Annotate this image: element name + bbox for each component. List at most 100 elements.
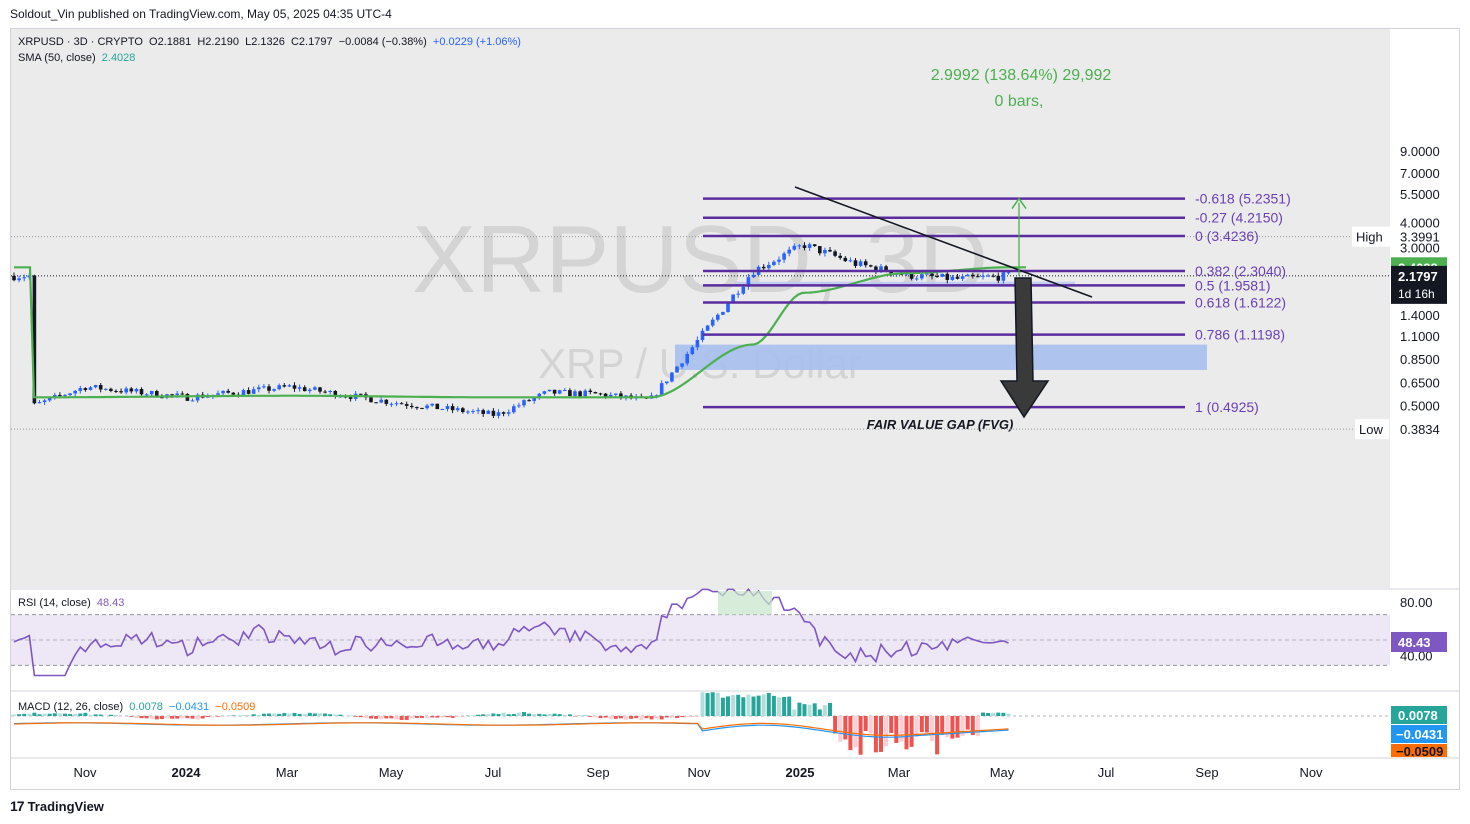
macd-bar bbox=[629, 716, 634, 719]
candle-body bbox=[935, 276, 939, 278]
candle-body bbox=[496, 412, 501, 416]
candle-body bbox=[542, 391, 547, 394]
macd-bar bbox=[297, 713, 302, 716]
candle-body bbox=[93, 385, 98, 388]
macd-bar bbox=[705, 693, 710, 716]
candle-body bbox=[971, 274, 975, 277]
macd-bar bbox=[42, 713, 47, 716]
macd-bar bbox=[930, 716, 934, 742]
candle-body bbox=[741, 286, 746, 294]
macd-bar bbox=[720, 697, 725, 716]
candle-body bbox=[746, 277, 751, 287]
macd-bar bbox=[471, 715, 475, 716]
legend-symbol[interactable]: XRPUSD · 3D · CRYPTO bbox=[18, 36, 143, 48]
time-tick-label: Jul bbox=[485, 765, 502, 780]
candle-body bbox=[170, 394, 174, 396]
high-tag-bg bbox=[1352, 226, 1390, 247]
candle-body bbox=[991, 275, 995, 277]
legend-change: −0.0084 (−0.38%) bbox=[338, 36, 427, 48]
macd-bar bbox=[440, 716, 445, 718]
fvg-label: FAIR VALUE GAP (FVG) bbox=[867, 417, 1014, 432]
macd-bar bbox=[129, 716, 134, 717]
macd-signal-tag-bg bbox=[1391, 744, 1447, 757]
macd-bar bbox=[639, 716, 644, 720]
candle-body bbox=[251, 389, 256, 394]
candle-body bbox=[17, 278, 21, 281]
time-tick-label: Sep bbox=[586, 765, 609, 780]
macd-bar bbox=[909, 716, 914, 747]
candle-body bbox=[379, 399, 383, 403]
macd-bar bbox=[180, 716, 185, 719]
candle-body bbox=[389, 403, 394, 405]
macd-bar bbox=[63, 713, 67, 716]
macd-hist-value: 0.0078 bbox=[129, 701, 163, 713]
countdown-label: 1d 16h bbox=[1398, 287, 1435, 301]
macd-bar bbox=[98, 714, 103, 716]
macd-bar bbox=[965, 716, 970, 730]
macd-bar bbox=[57, 713, 62, 716]
price-tick-label: 7.0000 bbox=[1400, 166, 1440, 181]
macd-bar bbox=[414, 716, 419, 718]
macd-bar bbox=[277, 713, 282, 716]
candle-body bbox=[925, 273, 929, 275]
candle-body bbox=[267, 386, 271, 391]
candle-body bbox=[348, 396, 353, 399]
macd-legend[interactable]: MACD (12, 26, close) 0.0078 −0.0431 −0.0… bbox=[18, 701, 255, 713]
candle-body bbox=[384, 399, 389, 404]
macd-bar bbox=[226, 716, 231, 717]
candle-body bbox=[1006, 272, 1011, 274]
candle-body bbox=[537, 393, 542, 398]
time-axis: Nov 2024 Mar May Jul Sep Nov 2025 Mar May Jul Sep No… bbox=[73, 765, 1323, 780]
fib-level-label: 1 (0.4925) bbox=[1195, 399, 1259, 415]
macd-bar bbox=[506, 714, 511, 716]
macd-bar bbox=[1001, 712, 1006, 716]
candle-body bbox=[659, 383, 664, 396]
macd-bar bbox=[950, 716, 955, 739]
sma-legend[interactable]: SMA (50, close) 2.4028 bbox=[18, 52, 135, 64]
candle-body bbox=[313, 387, 317, 390]
candle-body bbox=[399, 403, 404, 405]
candle-body bbox=[246, 390, 251, 394]
sma-line bbox=[14, 266, 1026, 399]
macd-bar bbox=[873, 716, 878, 753]
macd-bar bbox=[970, 716, 975, 736]
candle-body bbox=[124, 388, 128, 393]
rsi-value: 48.43 bbox=[96, 597, 125, 609]
candle-body bbox=[180, 393, 185, 395]
macd-bar bbox=[12, 714, 16, 716]
macd-bar bbox=[511, 714, 516, 716]
candle-body bbox=[221, 390, 225, 394]
price-tag-bg bbox=[1391, 265, 1447, 304]
candle-body bbox=[767, 264, 771, 269]
candle-body bbox=[843, 257, 848, 262]
macd-bar bbox=[822, 705, 827, 716]
candle-body bbox=[807, 244, 812, 248]
candle-body bbox=[318, 387, 322, 392]
macd-bar bbox=[404, 716, 409, 720]
candle-body bbox=[333, 390, 338, 397]
candle-body bbox=[328, 390, 332, 392]
measure-bars-label: 0 bars, bbox=[995, 93, 1044, 110]
macd-bar bbox=[879, 716, 883, 752]
fvg-zone bbox=[675, 344, 1207, 370]
legend-open: O2.1881 bbox=[149, 36, 192, 48]
macd-bar bbox=[374, 716, 379, 719]
candle-body bbox=[486, 410, 491, 414]
macd-bar bbox=[843, 716, 848, 740]
macd-bar bbox=[547, 713, 552, 716]
candle-body bbox=[98, 385, 103, 390]
low-tag-bg bbox=[1355, 419, 1389, 440]
macd-bar bbox=[766, 692, 771, 716]
candle-body bbox=[109, 388, 113, 391]
macd-bar bbox=[491, 713, 496, 716]
candle-body bbox=[930, 273, 934, 277]
high-tag-label: High bbox=[1356, 230, 1383, 245]
tradingview-logo[interactable]: 17 TradingView bbox=[10, 798, 104, 814]
macd-bar bbox=[205, 716, 210, 717]
macd-bar bbox=[267, 713, 271, 716]
macd-bar bbox=[22, 713, 27, 716]
macd-bar bbox=[889, 716, 894, 733]
macd-bar bbox=[216, 716, 220, 717]
rsi-legend[interactable]: RSI (14, close) 48.43 bbox=[18, 597, 124, 609]
